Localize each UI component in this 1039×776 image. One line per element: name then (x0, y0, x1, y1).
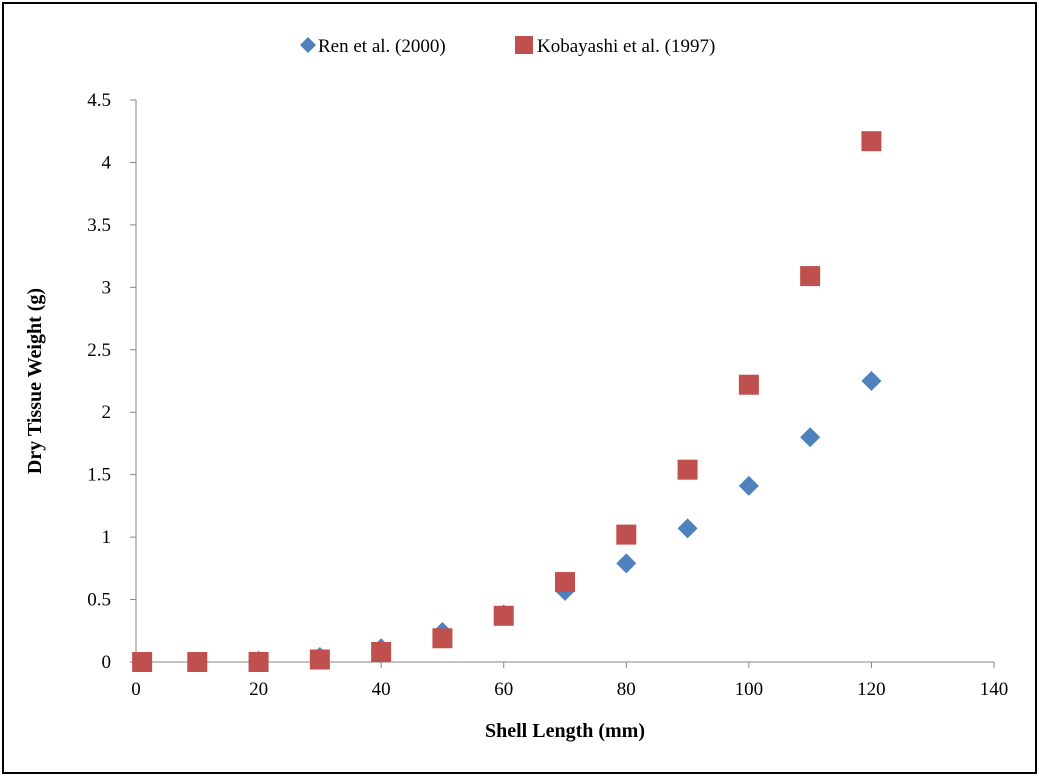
data-point-kobayashi (432, 628, 453, 649)
data-point-kobayashi (493, 605, 514, 626)
legend-marker-diamond (300, 37, 316, 53)
legend-label-kobayashi: Kobayashi et al. (1997) (537, 36, 715, 57)
y-axis-title: Dry Tissue Weight (g) (24, 288, 46, 474)
y-tick-label: 4.5 (87, 90, 111, 111)
data-point-kobayashi (309, 649, 330, 670)
data-point-ren (861, 371, 882, 391)
data-point-ren (616, 553, 637, 574)
data-point-ren (677, 518, 698, 539)
data-point-kobayashi (371, 642, 392, 663)
data-point-ren (738, 475, 759, 496)
data-point-kobayashi (677, 459, 698, 480)
data-point-kobayashi (616, 524, 637, 545)
x-tick-label: 100 (735, 679, 764, 700)
legend: Ren et al. (2000) Kobayashi et al. (1997… (300, 36, 715, 57)
x-tick-label: 120 (857, 679, 886, 700)
data-point-kobayashi (132, 652, 153, 672)
data-point-kobayashi (187, 652, 208, 672)
x-tick-label: 20 (249, 679, 268, 700)
x-tick-label: 40 (372, 679, 391, 700)
legend-label-ren: Ren et al. (2000) (318, 36, 446, 57)
x-axis-title: Shell Length (mm) (485, 720, 645, 742)
y-tick-label: 2 (102, 402, 112, 423)
y-tick-label: 1 (102, 527, 112, 548)
y-tick-label: 3 (102, 277, 112, 298)
y-tick-label: 0 (102, 652, 112, 673)
data-point-kobayashi (555, 572, 575, 593)
x-tick-label: 0 (131, 679, 141, 700)
data-point-kobayashi (861, 131, 882, 152)
legend-marker-square (515, 36, 533, 54)
series-kobayashi (132, 131, 882, 672)
x-tick-label: 80 (617, 679, 636, 700)
y-tick-label: 3.5 (87, 215, 111, 236)
x-axis-ticks: 0 20 40 60 80 100 120 140 (131, 662, 1008, 700)
y-axis-ticks: 0 0.5 1 1.5 2 2.5 3 3.5 4 4.5 (87, 90, 136, 673)
data-point-kobayashi (738, 374, 759, 395)
y-tick-label: 0.5 (87, 590, 111, 611)
legend-item-ren: Ren et al. (2000) (300, 36, 446, 57)
series-ren (132, 371, 882, 672)
data-point-kobayashi (248, 652, 269, 672)
x-tick-label: 60 (494, 679, 513, 700)
y-tick-label: 1.5 (87, 465, 111, 486)
y-tick-label: 4 (102, 152, 112, 173)
x-tick-label: 140 (980, 679, 1009, 700)
data-point-ren (800, 427, 821, 448)
legend-item-kobayashi: Kobayashi et al. (1997) (515, 36, 715, 57)
data-point-kobayashi (800, 266, 821, 287)
y-tick-label: 2.5 (87, 340, 111, 361)
